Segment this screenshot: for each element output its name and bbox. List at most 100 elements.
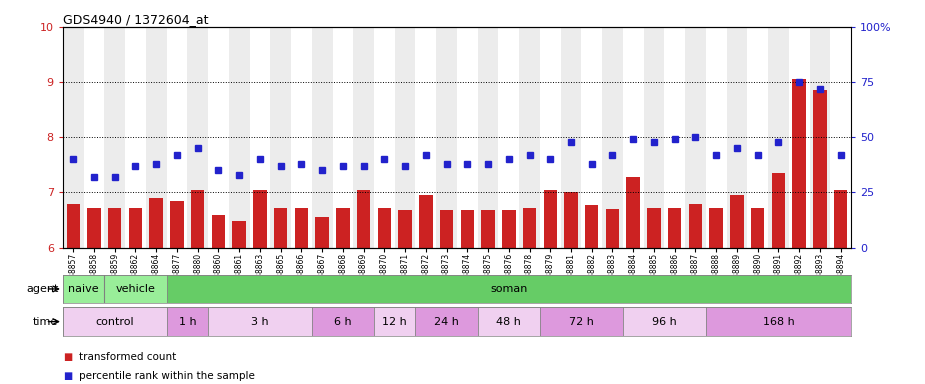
Bar — [274, 208, 288, 248]
Bar — [87, 208, 101, 248]
Bar — [747, 27, 768, 248]
Text: 24 h: 24 h — [434, 316, 459, 327]
Bar — [689, 204, 702, 248]
Bar — [477, 27, 499, 248]
Bar — [208, 307, 312, 336]
Text: ■: ■ — [63, 371, 72, 381]
Bar — [166, 307, 208, 336]
Bar — [63, 307, 166, 336]
Bar — [374, 27, 395, 248]
Bar — [668, 208, 682, 248]
Bar — [146, 27, 166, 248]
Bar — [332, 27, 353, 248]
Bar — [771, 173, 785, 248]
Bar — [270, 27, 291, 248]
Bar — [377, 208, 391, 248]
Bar — [129, 208, 142, 248]
Bar — [212, 215, 225, 248]
Text: 96 h: 96 h — [652, 316, 677, 327]
Bar — [415, 307, 477, 336]
Bar — [540, 27, 561, 248]
Text: ■: ■ — [63, 352, 72, 362]
Text: 168 h: 168 h — [762, 316, 795, 327]
Bar — [685, 27, 706, 248]
Bar — [166, 275, 851, 303]
Bar — [108, 208, 121, 248]
Bar — [312, 307, 374, 336]
Bar — [336, 208, 350, 248]
Bar — [544, 190, 557, 248]
Bar — [63, 27, 83, 248]
Bar — [834, 190, 847, 248]
Bar — [166, 27, 188, 248]
Bar — [457, 27, 477, 248]
Bar — [789, 27, 809, 248]
Bar — [188, 27, 208, 248]
Bar — [561, 27, 582, 248]
Bar — [768, 27, 789, 248]
Bar — [481, 210, 495, 248]
Bar — [809, 27, 831, 248]
Text: agent: agent — [26, 284, 58, 294]
Bar — [437, 27, 457, 248]
Bar — [67, 204, 80, 248]
Bar — [519, 27, 540, 248]
Text: 1 h: 1 h — [179, 316, 196, 327]
Bar — [730, 195, 744, 248]
Bar — [477, 307, 540, 336]
Bar — [564, 192, 578, 248]
Bar — [648, 208, 660, 248]
Text: 12 h: 12 h — [382, 316, 407, 327]
Bar — [208, 27, 228, 248]
Text: percentile rank within the sample: percentile rank within the sample — [79, 371, 254, 381]
Bar — [232, 221, 246, 248]
Bar — [191, 190, 204, 248]
Text: vehicle: vehicle — [116, 284, 155, 294]
Bar — [664, 27, 685, 248]
Bar — [399, 210, 412, 248]
Bar — [253, 190, 266, 248]
Text: control: control — [95, 316, 134, 327]
Text: 6 h: 6 h — [334, 316, 352, 327]
Bar — [582, 27, 602, 248]
Bar — [585, 205, 598, 248]
Bar — [502, 210, 515, 248]
Bar — [63, 275, 105, 303]
Bar — [523, 208, 536, 248]
Bar — [626, 177, 640, 248]
Bar — [295, 208, 308, 248]
Bar — [540, 307, 623, 336]
Bar — [709, 208, 723, 248]
Bar — [105, 27, 125, 248]
Bar — [150, 198, 163, 248]
Text: soman: soman — [490, 284, 527, 294]
Bar — [353, 27, 374, 248]
Bar — [312, 27, 332, 248]
Bar — [315, 217, 329, 248]
Text: transformed count: transformed count — [79, 352, 176, 362]
Text: 72 h: 72 h — [569, 316, 594, 327]
Bar — [706, 27, 726, 248]
Text: naive: naive — [68, 284, 99, 294]
Bar — [374, 307, 415, 336]
Bar — [602, 27, 623, 248]
Bar — [415, 27, 437, 248]
Bar — [357, 190, 370, 248]
Bar — [623, 307, 706, 336]
Bar — [606, 209, 619, 248]
Bar — [105, 275, 166, 303]
Bar — [125, 27, 146, 248]
Bar — [751, 208, 764, 248]
Bar — [623, 27, 644, 248]
Bar — [419, 195, 433, 248]
Bar — [228, 27, 250, 248]
Bar — [395, 27, 415, 248]
Bar — [813, 90, 827, 248]
Text: 3 h: 3 h — [251, 316, 269, 327]
Bar — [461, 210, 474, 248]
Bar — [440, 210, 453, 248]
Bar — [726, 27, 747, 248]
Bar — [793, 79, 806, 248]
Text: time: time — [33, 316, 58, 327]
Bar — [83, 27, 105, 248]
